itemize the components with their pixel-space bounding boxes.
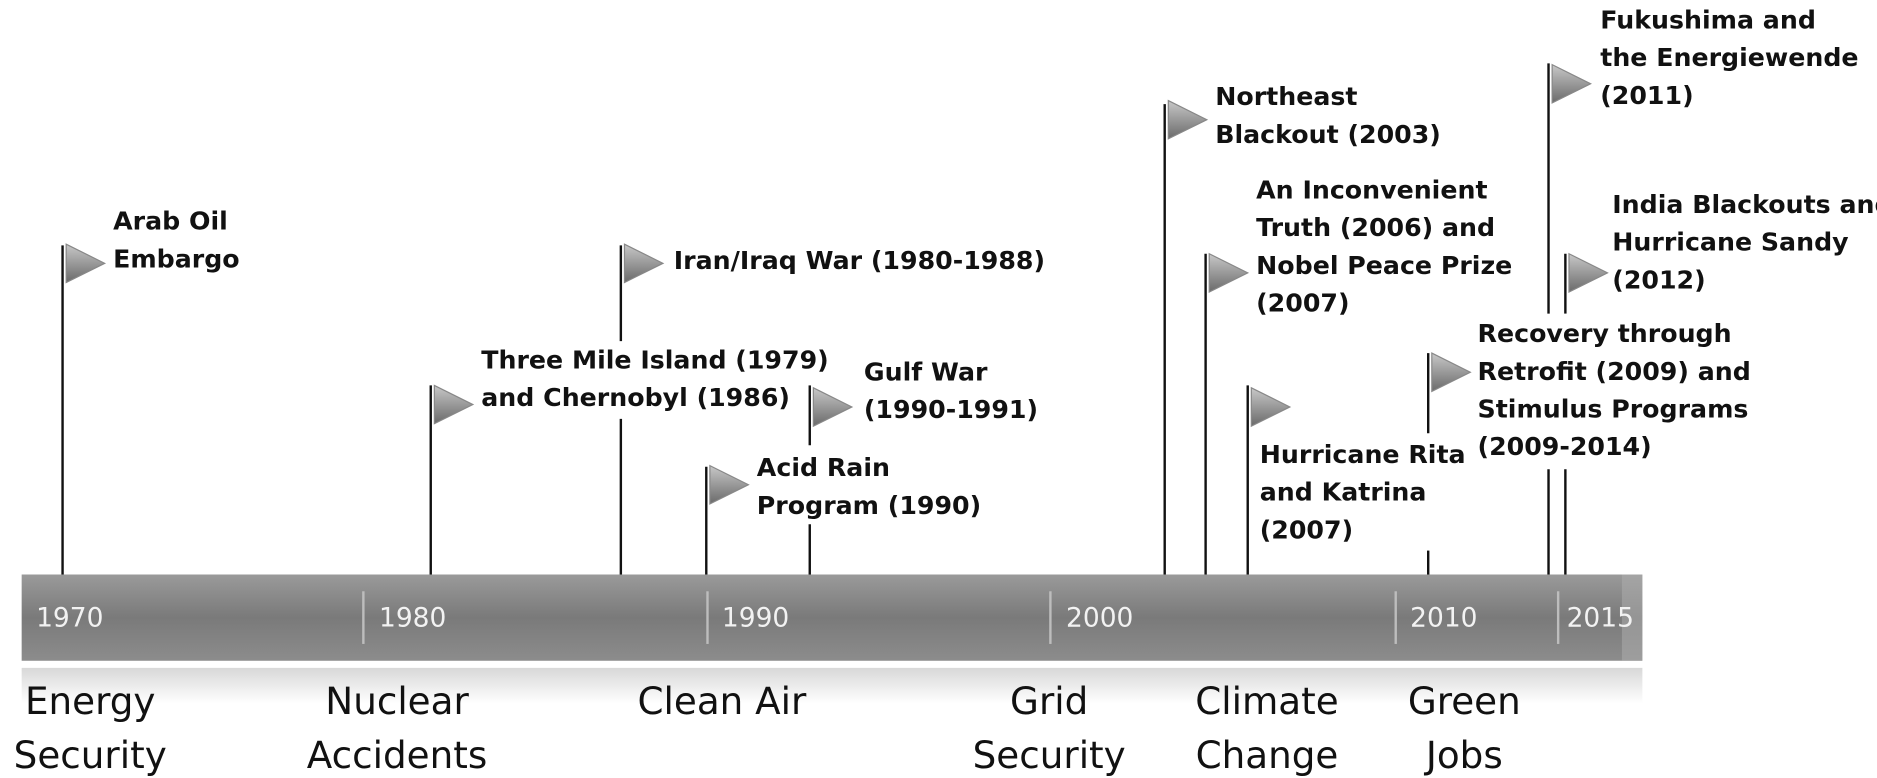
event-label: (2009-2014) [1478,432,1652,461]
event-flag [1431,352,1472,393]
event-flag [1167,99,1209,140]
theme-label: Jobs [1424,733,1503,777]
event-label: Embargo [113,244,240,273]
event-label: Nobel Peace Prize [1256,251,1512,280]
event-label: Hurricane Sandy [1612,228,1848,257]
event-label: Recovery through [1478,319,1732,348]
event-label: Arab Oil [113,207,228,236]
decade-label: 1980 [379,602,446,633]
timeline-bar [21,574,1643,661]
event-label: and Chernobyl (1986) [481,383,790,412]
event-label: (1990-1991) [864,395,1038,424]
decade-label: 2010 [1410,602,1477,633]
event-flag [623,243,665,284]
event-label: (2007) [1260,515,1353,544]
event-flag [812,386,854,428]
theme-label: Green [1408,679,1521,723]
event-label: Iran/Iraq War (1980-1988) [674,246,1045,275]
event-flag [65,243,107,284]
theme-label: Energy [25,679,156,723]
event-flag [1568,252,1609,294]
bar-reflection [21,667,1643,704]
theme-label: Climate [1195,679,1338,723]
event-label: Blackout (2003) [1215,120,1441,149]
event-label: Program (1990) [757,491,981,520]
event-label: India Blackouts and [1612,190,1877,219]
event-label: (2007) [1256,289,1349,318]
event-flag [1250,386,1292,428]
event-flag [1551,63,1592,104]
theme-label: Accidents [307,733,488,777]
theme-label: Security [973,733,1126,777]
decade-label: 1990 [722,602,789,633]
decade-label: 2015 [1567,602,1634,633]
event-label: Stimulus Programs [1478,395,1749,424]
event-label: Retrofit (2009) and [1478,357,1751,386]
event-label: (2011) [1600,81,1693,110]
decade-label: 2000 [1066,602,1133,633]
bar-end [1621,574,1643,661]
theme-label: Security [14,733,167,777]
event-label: Gulf War [864,357,988,386]
theme-label: Clean Air [637,679,807,723]
event-label: An Inconvenient [1256,176,1487,205]
event-label: Fukushima and [1600,6,1816,35]
event-flag [433,384,475,425]
event-label: Hurricane Rita [1260,440,1466,469]
event-label: Three Mile Island (1979) [481,346,828,375]
event-label: (2012) [1612,265,1705,294]
theme-label: Nuclear [325,679,469,723]
decade-label: 1970 [36,602,103,633]
event-label: and Katrina [1260,478,1427,507]
event-flag [709,464,750,505]
event-label: Truth (2006) and [1256,213,1495,242]
event-flag [1208,252,1250,294]
event-label: Acid Rain [757,453,890,482]
theme-label: Grid [1010,679,1088,723]
event-label: the Energiewende [1600,43,1858,72]
event-label: Northeast [1215,82,1357,111]
theme-label: Change [1196,733,1339,777]
